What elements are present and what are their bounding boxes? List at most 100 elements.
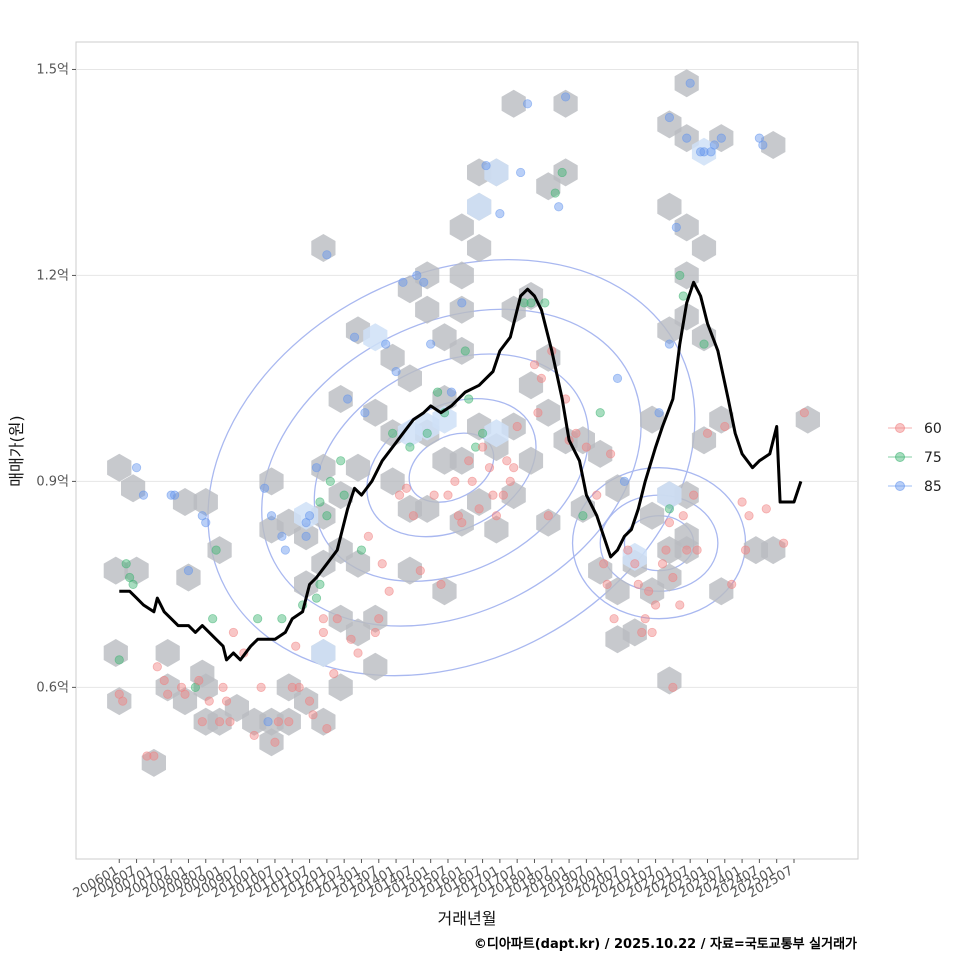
data-point-60	[284, 717, 294, 727]
data-point-75	[322, 511, 332, 521]
hexbin	[449, 295, 474, 324]
hexbin	[328, 673, 353, 702]
data-point-85	[201, 517, 211, 528]
data-point-75	[315, 579, 325, 589]
data-point-60	[633, 579, 643, 589]
hexbin	[761, 131, 786, 159]
data-point-60	[394, 490, 405, 500]
hexbin	[518, 446, 544, 475]
data-point-60	[779, 538, 789, 548]
trend-line	[119, 280, 803, 662]
hexbin	[449, 336, 474, 365]
data-point-85	[664, 339, 675, 349]
legend-key-point	[895, 452, 905, 462]
data-point-75	[675, 270, 685, 281]
data-point-60	[761, 504, 771, 514]
data-point-60	[363, 531, 373, 541]
hexbin	[259, 728, 284, 757]
hexbin	[415, 295, 440, 324]
data-point-75	[526, 298, 536, 308]
data-point-75	[540, 298, 550, 308]
x-axis-ticks: 2006012006072007012007072008012008072009…	[71, 859, 796, 901]
y-tick-label: 1.2억	[36, 268, 69, 283]
data-point-60	[571, 428, 581, 438]
data-point-85	[709, 140, 720, 150]
data-point-60	[474, 504, 484, 514]
hexbin-light	[311, 639, 336, 667]
hexbin	[484, 515, 509, 544]
hexbin	[141, 748, 166, 777]
hexbin	[674, 536, 699, 565]
data-point-60	[647, 627, 657, 638]
data-point-60	[304, 696, 315, 706]
data-point-60	[163, 689, 173, 699]
data-point-85	[446, 387, 457, 397]
density-contour	[207, 259, 696, 677]
data-point-75	[699, 339, 709, 349]
hexbin	[553, 158, 578, 187]
data-point-85	[266, 511, 277, 521]
data-point-75	[121, 559, 131, 569]
data-point-60	[149, 751, 159, 761]
data-point-75	[422, 428, 432, 438]
caption: ©디아파트(dapt.kr) / 2025.10.22 / 자료=국토교통부 실…	[474, 936, 857, 952]
data-point-60	[498, 490, 508, 500]
hexbin	[103, 639, 128, 667]
data-point-85	[561, 92, 571, 102]
data-point-85	[381, 339, 391, 349]
hexbin	[328, 481, 353, 510]
data-point-60	[457, 517, 467, 528]
data-point-85	[716, 133, 726, 143]
data-point-60	[346, 634, 356, 644]
legend-label: 85	[924, 479, 942, 495]
data-point-60	[502, 456, 512, 466]
hexbin	[294, 687, 319, 716]
hexbin	[449, 213, 474, 242]
data-point-60	[491, 511, 502, 521]
data-point-60	[543, 511, 553, 521]
data-point-85	[391, 366, 401, 377]
hexbin	[311, 453, 336, 482]
data-point-60	[218, 682, 228, 692]
data-point-85	[419, 277, 429, 287]
hexbin-light	[467, 192, 492, 221]
hexbin	[415, 494, 440, 523]
data-point-60	[214, 717, 225, 727]
data-point-60	[273, 717, 284, 727]
data-point-60	[644, 586, 654, 596]
data-point-75	[550, 188, 560, 198]
hexbin	[501, 89, 526, 118]
data-point-60	[740, 545, 751, 555]
hexbin	[467, 234, 492, 262]
data-point-60	[322, 723, 332, 734]
hexbin	[345, 453, 371, 482]
data-point-60	[799, 408, 809, 418]
data-point-60	[702, 428, 713, 438]
x-axis-title: 거래년월	[438, 909, 497, 928]
hexbin	[176, 563, 201, 592]
hexbin	[294, 570, 319, 599]
data-point-75	[253, 614, 263, 624]
hexbin	[107, 453, 132, 482]
data-point-60	[536, 373, 546, 384]
data-point-60	[450, 476, 460, 486]
data-point-60	[650, 600, 661, 610]
hexbin	[449, 508, 474, 537]
data-point-60	[197, 717, 207, 727]
data-point-60	[727, 579, 737, 589]
y-tick-label: 0.6억	[36, 680, 69, 695]
data-point-60	[637, 627, 647, 638]
data-point-60	[609, 614, 619, 624]
data-point-60	[630, 559, 640, 569]
hexbin	[380, 343, 405, 372]
hexbin	[536, 398, 561, 427]
hexbin	[691, 426, 717, 455]
hexbin	[657, 666, 682, 695]
data-point-60	[477, 442, 488, 452]
data-point-60	[689, 490, 699, 500]
data-point-85	[522, 99, 533, 109]
legend: 60 75 85	[888, 421, 942, 495]
data-point-60	[142, 751, 152, 761]
data-point-75	[477, 428, 488, 438]
